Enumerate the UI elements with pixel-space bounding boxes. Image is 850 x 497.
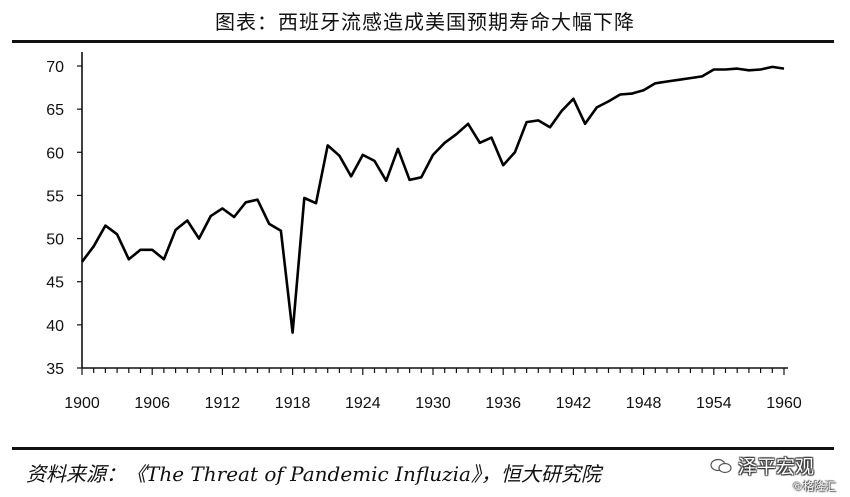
y-tick-label: 70	[46, 59, 64, 76]
y-tick-label: 55	[46, 188, 64, 205]
x-tick-label: 1918	[275, 395, 311, 412]
chart-series	[80, 65, 785, 334]
series-line	[80, 65, 785, 334]
x-tick-label: 1924	[345, 395, 381, 412]
x-tick-label: 1930	[415, 395, 451, 412]
x-tick-label: 1942	[556, 395, 592, 412]
x-tick-label: 1936	[485, 395, 521, 412]
watermark-sub: ©格隆汇	[792, 480, 836, 493]
y-tick-label: 50	[46, 232, 64, 249]
x-tick-label: 1900	[64, 395, 100, 412]
chart-tick-labels: 1900 1906 1912 1918 1924 1930 1936 1942 1948 1954…	[46, 59, 802, 412]
watermark: 泽平宏观	[710, 452, 814, 479]
watermark-brand: 泽平宏观	[738, 456, 815, 478]
y-tick-label: 40	[46, 318, 64, 335]
bottom-rule	[12, 447, 834, 450]
y-tick-label: 65	[46, 102, 64, 119]
chart-axes	[81, 52, 788, 369]
chart-title: 图表：西班牙流感造成美国预期寿命大幅下降	[215, 10, 635, 34]
x-tick-label: 1906	[134, 395, 170, 412]
chart-ticks	[77, 65, 785, 375]
x-tick-label: 1960	[766, 395, 802, 412]
x-tick-label: 1948	[626, 395, 662, 412]
source-note: 资料来源：《The Threat of Pandemic Influzia》，恒…	[26, 462, 601, 486]
top-rule	[12, 40, 834, 43]
y-tick-label: 35	[46, 361, 64, 378]
x-tick-label: 1954	[696, 395, 732, 412]
wechat-bubble-icon	[710, 458, 732, 473]
y-tick-label: 60	[46, 145, 64, 162]
x-tick-label: 1912	[205, 395, 241, 412]
y-tick-label: 45	[46, 275, 64, 292]
